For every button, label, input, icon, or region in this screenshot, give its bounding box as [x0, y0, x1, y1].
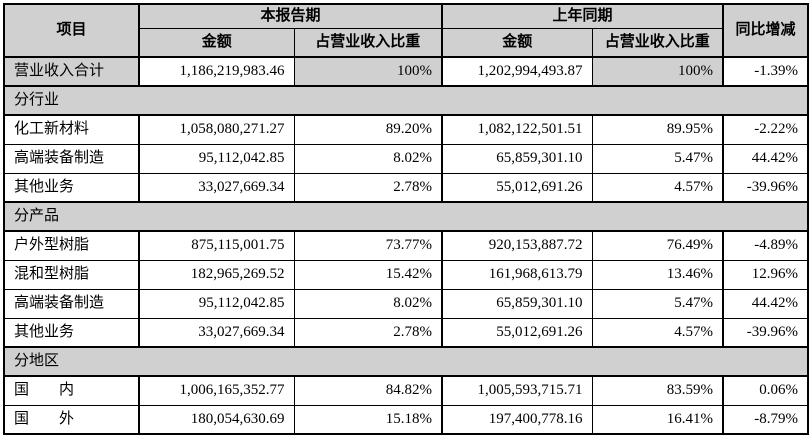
current-amount-cell: 875,115,001.75: [138, 230, 295, 261]
prior-amount-cell: 161,968,613.79: [441, 259, 593, 290]
header-current-period: 本报告期: [138, 3, 444, 29]
prior-amount-cell: 55,012,691.26: [441, 317, 593, 348]
section-label: 分行业: [3, 85, 809, 116]
yoy-change-cell: 44.42%: [722, 143, 809, 174]
current-ratio-cell: 73.77%: [293, 230, 444, 261]
header-yoy: 同比增减: [722, 3, 809, 58]
header-row-subcolumns: 金额 占营业收入比重 金额 占营业收入比重: [4, 27, 808, 58]
header-prior-amount: 金额: [441, 27, 593, 58]
table-row: 其他业务 33,027,669.34 2.78% 55,012,691.26 4.57%…: [3, 172, 809, 203]
prior-amount-cell: 65,859,301.10: [441, 288, 593, 319]
row-label-cell: 其他业务: [3, 172, 140, 203]
table-row: 国 外 180,054,630.69 15.18% 197,400,778.16 16.…: [3, 404, 809, 435]
header-prior-ratio: 占营业收入比重: [591, 27, 725, 58]
row-label-cell: 户外型树脂: [3, 230, 140, 261]
yoy-change-cell: -39.96%: [722, 172, 809, 203]
current-ratio-cell: 2.78%: [293, 317, 444, 348]
section-header-row: 分地区: [3, 346, 809, 377]
current-ratio-cell: 89.20%: [293, 114, 444, 145]
prior-amount-cell: 55,012,691.26: [441, 172, 593, 203]
prior-amount-cell: 65,859,301.10: [441, 143, 593, 174]
prior-ratio-cell: 89.95%: [591, 114, 725, 145]
prior-amount-cell: 1,082,122,501.51: [441, 114, 593, 145]
section-label: 分地区: [3, 346, 809, 377]
prior-ratio-cell: 5.47%: [591, 288, 725, 319]
header-item: 项目: [3, 3, 140, 58]
row-label-cell: 混和型树脂: [3, 259, 140, 290]
prior-ratio-cell: 5.47%: [591, 143, 725, 174]
table-header: 项目 本报告期 上年同期 同比增减 金额 占营业收入比重 金额 占营业收入比重: [3, 3, 809, 58]
current-ratio-cell: 8.02%: [293, 143, 444, 174]
row-label-cell: 国 外: [3, 404, 140, 435]
prior-amount-cell: 1,005,593,715.71: [441, 375, 593, 406]
prior-amount-cell: 197,400,778.16: [441, 404, 593, 435]
current-ratio-cell: 100%: [293, 56, 444, 87]
prior-amount-cell: 1,202,994,493.87: [441, 56, 593, 87]
table-row: 户外型树脂 875,115,001.75 73.77% 920,153,887.72 7…: [3, 230, 809, 261]
current-amount-cell: 1,186,219,983.46: [138, 56, 295, 87]
section-header-row: 分产品: [3, 201, 809, 232]
row-label-cell: 其他业务: [3, 317, 140, 348]
yoy-change-cell: 12.96%: [722, 259, 809, 290]
yoy-change-cell: -39.96%: [722, 317, 809, 348]
yoy-change-cell: 0.06%: [722, 375, 809, 406]
current-amount-cell: 180,054,630.69: [138, 404, 295, 435]
yoy-change-cell: -2.22%: [722, 114, 809, 145]
current-amount-cell: 182,965,269.52: [138, 259, 295, 290]
prior-ratio-cell: 83.59%: [591, 375, 725, 406]
table-row: 其他业务 33,027,669.34 2.78% 55,012,691.26 4.57%…: [3, 317, 809, 348]
row-label-cell: 营业收入合计: [3, 56, 140, 87]
header-prior-period: 上年同期: [441, 3, 725, 29]
row-label-cell: 化工新材料: [3, 114, 140, 145]
row-label-cell: 国 内: [3, 375, 140, 406]
current-ratio-cell: 15.42%: [293, 259, 444, 290]
current-ratio-cell: 2.78%: [293, 172, 444, 203]
table-row: 高端装备制造 95,112,042.85 8.02% 65,859,301.10 5.4…: [3, 143, 809, 174]
current-amount-cell: 95,112,042.85: [138, 288, 295, 319]
yoy-change-cell: -8.79%: [722, 404, 809, 435]
prior-ratio-cell: 13.46%: [591, 259, 725, 290]
current-amount-cell: 95,112,042.85: [138, 143, 295, 174]
table-row: 混和型树脂 182,965,269.52 15.42% 161,968,613.79 1…: [3, 259, 809, 290]
header-current-amount: 金额: [138, 27, 295, 58]
current-amount-cell: 33,027,669.34: [138, 317, 295, 348]
yoy-change-cell: 44.42%: [722, 288, 809, 319]
row-label-cell: 高端装备制造: [3, 288, 140, 319]
prior-ratio-cell: 4.57%: [591, 317, 725, 348]
table-row: 高端装备制造 95,112,042.85 8.02% 65,859,301.10 5.4…: [3, 288, 809, 319]
current-ratio-cell: 8.02%: [293, 288, 444, 319]
table-row: 国 内 1,006,165,352.77 84.82% 1,005,593,715.7…: [3, 375, 809, 406]
table-row: 化工新材料 1,058,080,271.27 89.20% 1,082,122,501…: [3, 114, 809, 145]
total-row: 营业收入合计 1,186,219,983.46 100% 1,202,994,493.…: [3, 56, 809, 87]
header-row-groups: 项目 本报告期 上年同期 同比增减: [3, 3, 809, 58]
prior-amount-cell: 920,153,887.72: [441, 230, 593, 261]
current-ratio-cell: 84.82%: [293, 375, 444, 406]
current-amount-cell: 1,058,080,271.27: [138, 114, 295, 145]
current-amount-cell: 33,027,669.34: [138, 172, 295, 203]
current-amount-cell: 1,006,165,352.77: [138, 375, 295, 406]
table-body: 营业收入合计 1,186,219,983.46 100% 1,202,994,493.…: [3, 56, 809, 435]
yoy-change-cell: -1.39%: [722, 56, 809, 87]
section-label: 分产品: [3, 201, 809, 232]
section-header-row: 分行业: [3, 85, 809, 116]
revenue-breakdown-table: 项目 本报告期 上年同期 同比增减 金额 占营业收入比重 金额 占营业收入比重 …: [3, 3, 810, 435]
yoy-change-cell: -4.89%: [722, 230, 809, 261]
prior-ratio-cell: 76.49%: [591, 230, 725, 261]
prior-ratio-cell: 16.41%: [591, 404, 725, 435]
header-current-ratio: 占营业收入比重: [293, 27, 444, 58]
prior-ratio-cell: 4.57%: [591, 172, 725, 203]
row-label-cell: 高端装备制造: [3, 143, 140, 174]
prior-ratio-cell: 100%: [591, 56, 725, 87]
current-ratio-cell: 15.18%: [293, 404, 444, 435]
